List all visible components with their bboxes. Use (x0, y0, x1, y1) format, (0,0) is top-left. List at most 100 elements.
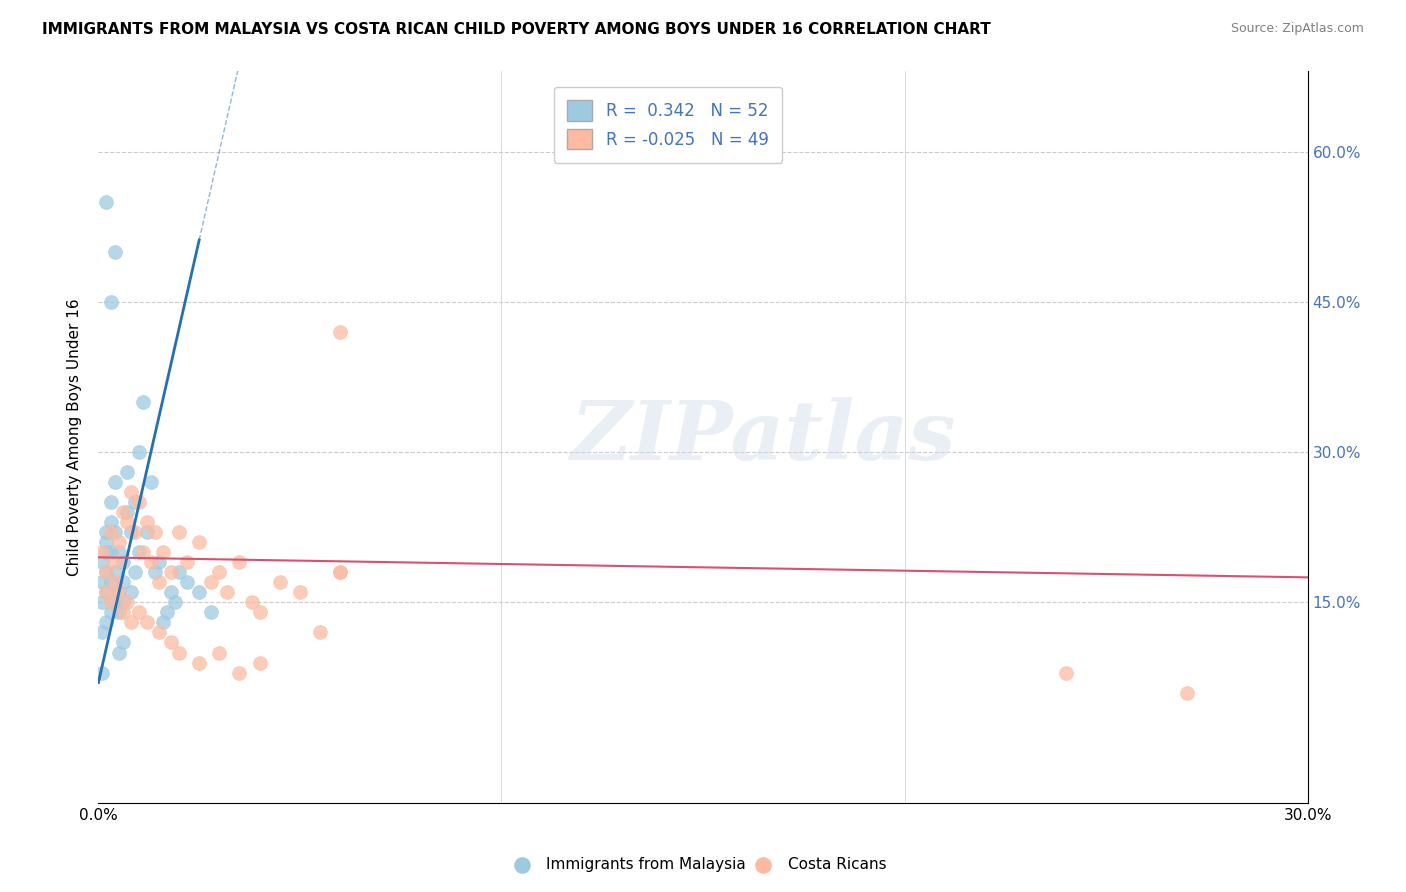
Point (111, 575, 134, 590)
Point (100, 606, 122, 620)
Point (143, 525, 166, 540)
Point (329, 566, 352, 580)
Point (103, 244, 125, 259)
Point (132, 395, 155, 409)
Y-axis label: Child Poverty Among Boys Under 16: Child Poverty Among Boys Under 16 (67, 298, 83, 576)
Point (135, 615, 157, 630)
Point (309, 625, 332, 640)
Point (96, 535, 118, 549)
Point (160, 635, 183, 649)
Point (91, 595, 114, 609)
Point (135, 515, 157, 529)
Point (111, 555, 134, 569)
Point (124, 525, 146, 540)
Point (107, 535, 129, 549)
Point (124, 495, 146, 509)
Point (103, 555, 125, 569)
Point (329, 566, 352, 580)
Point (96, 566, 118, 580)
Point (107, 545, 129, 559)
Point (139, 555, 162, 569)
Point (188, 585, 211, 599)
Point (208, 566, 231, 580)
Point (100, 294, 122, 309)
Point (115, 465, 138, 479)
Point (249, 656, 271, 670)
Point (188, 535, 211, 549)
Point (111, 606, 134, 620)
Point (96, 615, 118, 630)
Point (115, 505, 138, 519)
Point (107, 606, 129, 620)
Point (107, 646, 129, 660)
Point (103, 525, 125, 540)
Point (111, 505, 134, 519)
Point (152, 615, 174, 630)
Point (103, 566, 125, 580)
Text: Immigrants from Malaysia: Immigrants from Malaysia (546, 857, 745, 872)
Point (163, 595, 186, 609)
Text: Costa Ricans: Costa Ricans (787, 857, 886, 872)
Point (120, 485, 142, 500)
Legend: R =  0.342   N = 52, R = -0.025   N = 49: R = 0.342 N = 52, R = -0.025 N = 49 (554, 87, 782, 162)
Point (120, 585, 142, 599)
Point (135, 525, 157, 540)
Point (96, 194, 118, 209)
Point (148, 575, 170, 590)
Point (111, 595, 134, 609)
Point (96, 585, 118, 599)
Point (100, 595, 122, 609)
Point (132, 545, 155, 559)
Point (200, 606, 222, 620)
Point (100, 515, 122, 529)
Point (228, 665, 250, 680)
Point (188, 656, 211, 670)
Point (120, 615, 142, 630)
Text: Source: ZipAtlas.com: Source: ZipAtlas.com (1230, 22, 1364, 36)
Point (115, 595, 138, 609)
Point (160, 585, 183, 599)
Point (128, 495, 150, 509)
Point (288, 585, 311, 599)
Point (103, 575, 125, 590)
Point (120, 525, 142, 540)
Point (200, 575, 222, 590)
Point (1054, 665, 1077, 680)
Point (100, 525, 122, 540)
Point (96, 545, 118, 559)
Point (100, 495, 122, 509)
Point (103, 595, 125, 609)
Point (128, 606, 150, 620)
Point (107, 585, 129, 599)
Point (91, 665, 114, 680)
Point (176, 555, 198, 569)
Point (156, 606, 179, 620)
Point (103, 475, 125, 490)
Point (208, 646, 231, 660)
Point (148, 625, 170, 640)
Point (143, 566, 166, 580)
Point (91, 575, 114, 590)
Text: IMMIGRANTS FROM MALAYSIA VS COSTA RICAN CHILD POVERTY AMONG BOYS UNDER 16 CORREL: IMMIGRANTS FROM MALAYSIA VS COSTA RICAN … (42, 22, 991, 37)
Point (152, 545, 174, 559)
Point (160, 566, 183, 580)
Point (176, 575, 198, 590)
Point (100, 575, 122, 590)
Point (91, 555, 114, 569)
Point (107, 585, 129, 599)
Point (167, 525, 190, 540)
Point (91, 625, 114, 640)
Point (96, 566, 118, 580)
Point (128, 545, 150, 559)
Point (1175, 685, 1198, 699)
Point (115, 515, 138, 529)
Point (96, 585, 118, 599)
Point (329, 325, 352, 339)
Point (111, 635, 134, 649)
Point (269, 575, 291, 590)
Text: ZIPatlas: ZIPatlas (571, 397, 956, 477)
Point (240, 595, 263, 609)
Point (167, 646, 190, 660)
Point (167, 566, 190, 580)
Point (217, 585, 239, 599)
